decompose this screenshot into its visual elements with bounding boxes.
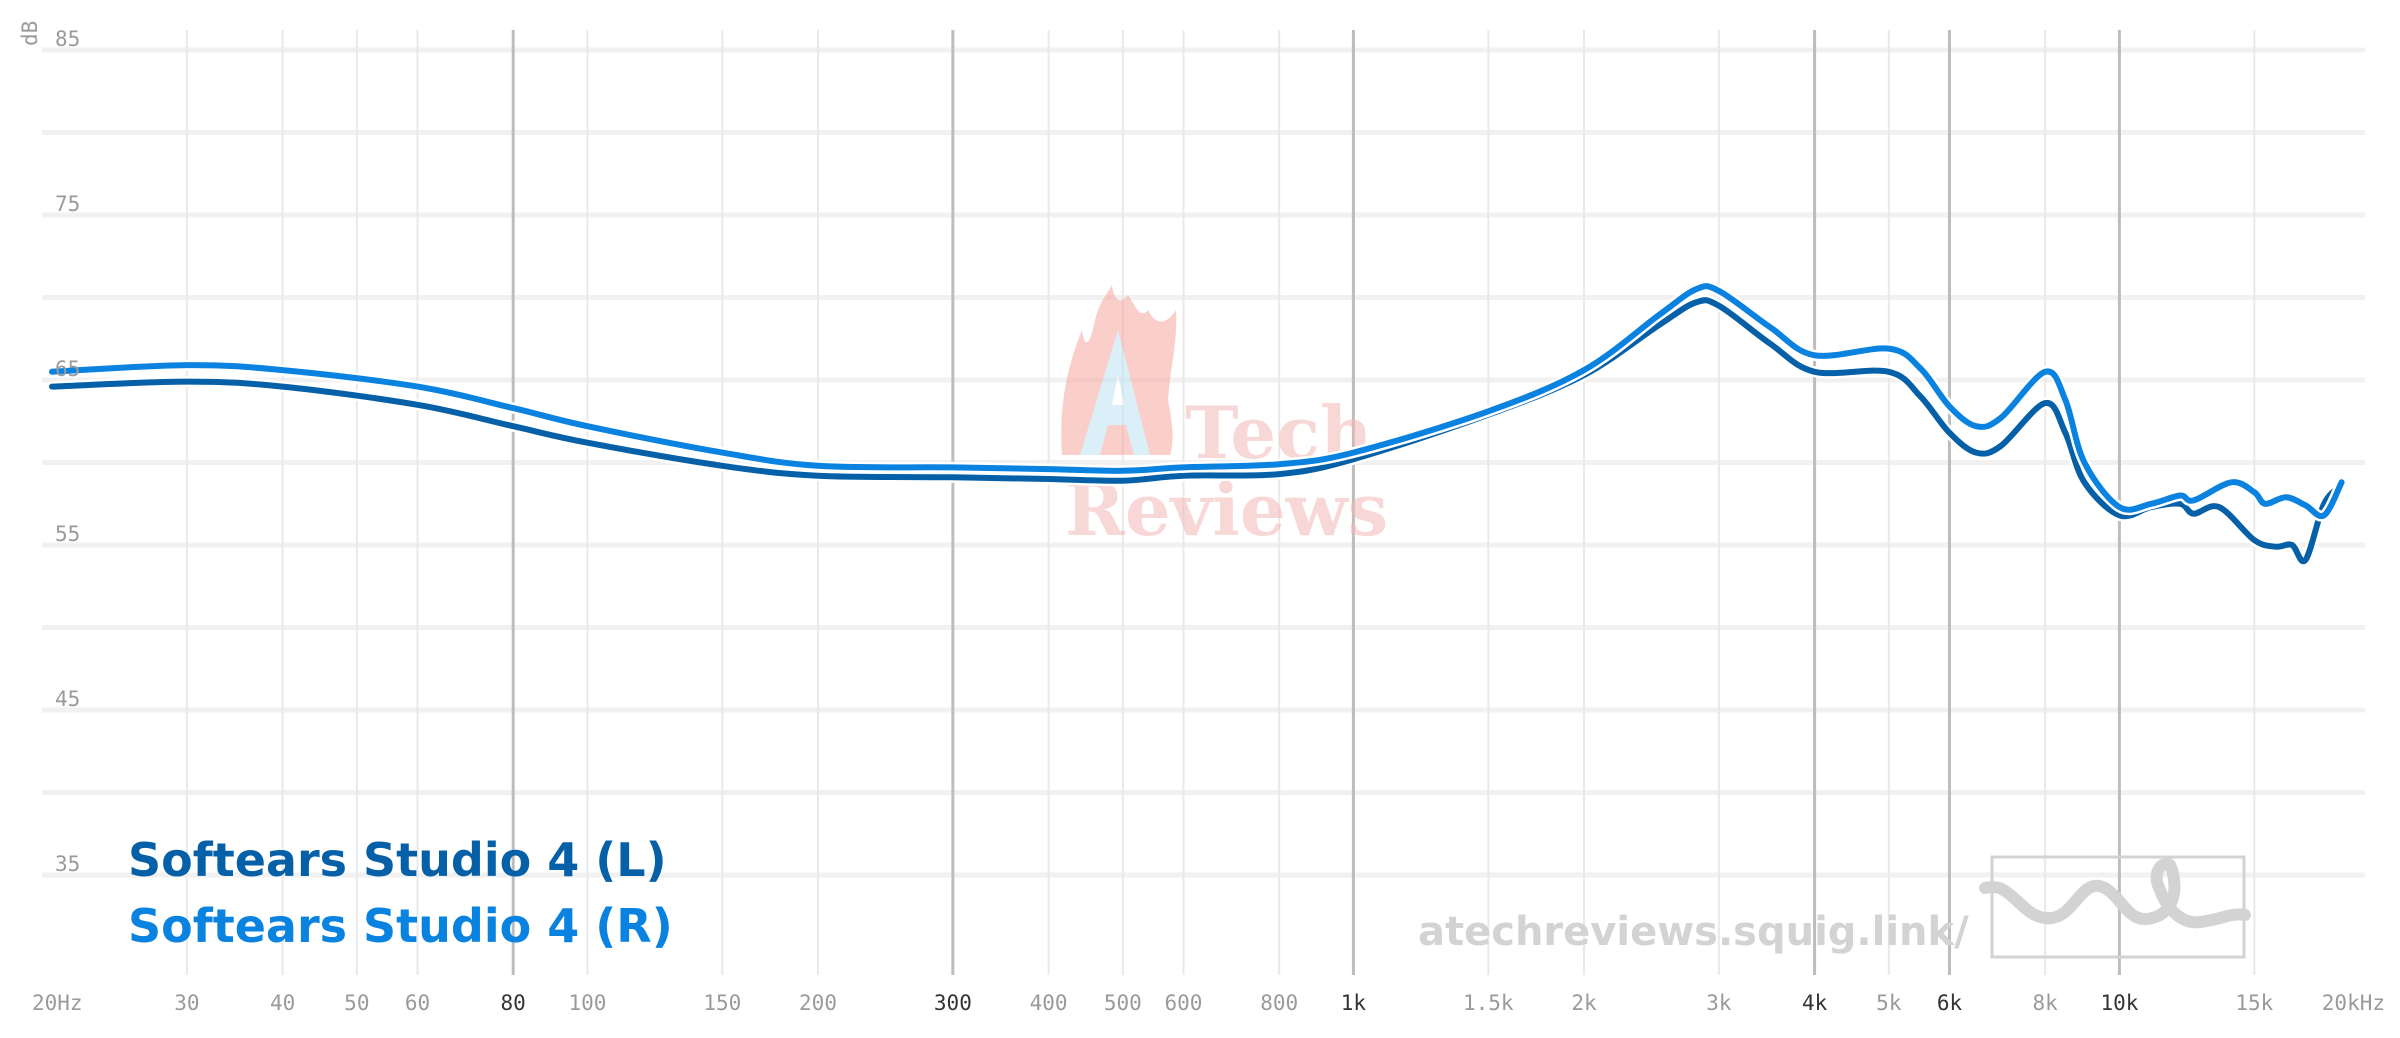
x-tick-label: 100 (568, 991, 606, 1015)
x-tick-label: 150 (703, 991, 741, 1015)
y-tick-label: 35 (55, 852, 80, 876)
y-tick-labels: 85 75 65 55 45 35 (55, 27, 80, 876)
y-tick-label: 75 (55, 192, 80, 216)
y-tick-label: 55 (55, 522, 80, 546)
squig-logo (1979, 855, 2251, 959)
x-tick-label: 4k (1802, 991, 1828, 1015)
legend-item-right: Softears Studio 4 (R) (128, 899, 673, 953)
x-tick-label: 2k (1571, 991, 1597, 1015)
x-tick-label: 3k (1706, 991, 1732, 1015)
curves (49, 280, 2347, 567)
x-tick-label: 300 (934, 991, 972, 1015)
x-tick-label: 15k (2235, 991, 2273, 1015)
series-right-line (49, 283, 2345, 520)
x-tick-label: 10k (2100, 991, 2138, 1015)
x-tick-label: 6k (1937, 991, 1963, 1015)
y-tick-label: 65 (55, 357, 80, 381)
x-tick-label: 800 (1260, 991, 1298, 1015)
x-gridlines (185, 30, 2256, 975)
x-tick-label: 600 (1165, 991, 1203, 1015)
y-tick-label: 45 (55, 687, 80, 711)
x-tick-label: 400 (1030, 991, 1068, 1015)
x-tick-label: 200 (799, 991, 837, 1015)
legend-item-left: Softears Studio 4 (L) (128, 833, 667, 887)
x-tick-labels: 20Hz 30 40 50 60 80 100 150 200 300 400 500 600 800 1k… (32, 991, 2385, 1015)
x-tick-label: 8k (2033, 991, 2059, 1015)
x-tick-label: 1k (1341, 991, 1367, 1015)
y-axis-label: dB (18, 21, 42, 46)
x-tick-label: 30 (174, 991, 199, 1015)
x-tick-label: 500 (1104, 991, 1142, 1015)
x-tick-label: 40 (270, 991, 295, 1015)
atech-reviews-logo: Tech Reviews (1061, 285, 1388, 552)
x-tick-label: 20kHz (2322, 991, 2385, 1015)
x-tick-label: 20Hz (32, 991, 83, 1015)
y-tick-label: 85 (55, 27, 80, 51)
x-tick-label: 60 (405, 991, 430, 1015)
x-tick-label: 5k (1876, 991, 1902, 1015)
x-tick-label: 1.5k (1463, 991, 1514, 1015)
x-tick-label: 50 (344, 991, 369, 1015)
series-left-line (49, 297, 2345, 565)
x-tick-label: 80 (501, 991, 526, 1015)
site-url: atechreviews.squig.link/ (1418, 909, 1969, 955)
